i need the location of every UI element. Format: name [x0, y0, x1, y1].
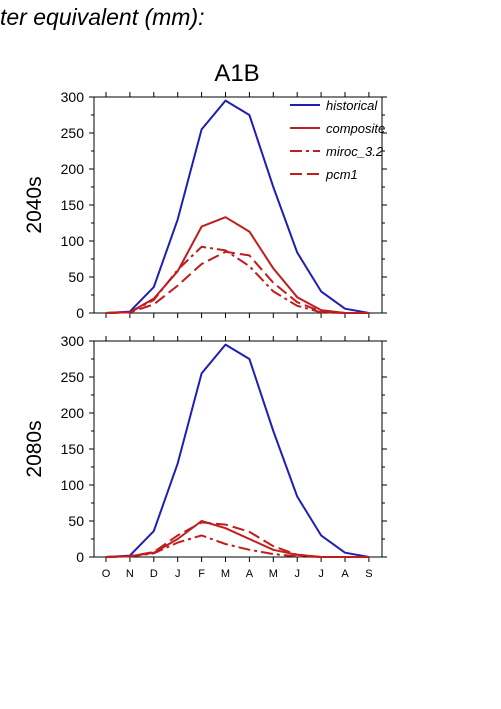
series-line-historical — [105, 343, 370, 558]
legend-label: miroc_3.2 — [326, 144, 384, 159]
series-line-pcm1 — [105, 250, 369, 314]
y-tick-label: 0 — [76, 305, 84, 321]
y-tick-label: 50 — [68, 269, 84, 285]
y-tick-label: 150 — [61, 441, 85, 457]
series-line-pcm1 — [105, 521, 369, 558]
panel-2040s: 0 50 100 150 200 250 300 2040s historical composi… — [23, 89, 387, 321]
x-tick-label: A — [341, 568, 349, 580]
y-tick-label: 200 — [61, 161, 85, 177]
panel-2080s: 0 50 100 150 200 250 300 O N D J F M A M J J A S 2080s — [23, 333, 387, 580]
y-tick-label: 300 — [61, 89, 85, 105]
legend-label: composite — [326, 121, 385, 136]
series-line-miroc-3-2 — [105, 245, 369, 314]
y-tick-label: 250 — [61, 369, 85, 385]
plot-frame — [93, 340, 383, 558]
x-tick-label: F — [198, 568, 205, 580]
y-tick-label: 200 — [61, 405, 85, 421]
x-tick-label: M — [221, 568, 230, 580]
series-line-miroc-3-2 — [105, 534, 369, 558]
y-tick-label: 300 — [61, 333, 85, 349]
x-tick-label: S — [365, 568, 372, 580]
chart-title: A1B — [214, 60, 259, 87]
y-tick-label: 150 — [61, 197, 85, 213]
x-tick-label: A — [246, 568, 254, 580]
x-tick-label: J — [318, 568, 324, 580]
x-tick-label: J — [294, 568, 300, 580]
panel-label: 2080s — [23, 420, 46, 477]
y-tick-label: 100 — [61, 477, 85, 493]
panel-label: 2040s — [23, 176, 46, 233]
x-tick-label: J — [175, 568, 181, 580]
series-line-composite — [105, 216, 369, 314]
x-tick-label: O — [102, 568, 111, 580]
y-tick-label: 50 — [68, 513, 84, 529]
y-tick-label: 100 — [61, 233, 85, 249]
x-tick-label: M — [269, 568, 278, 580]
y-tick-label: 0 — [76, 549, 84, 565]
legend: historical composite miroc_3.2 pcm1 — [290, 98, 385, 182]
series-line-historical — [105, 99, 370, 314]
header-text: ter equivalent (mm): — [0, 4, 205, 30]
x-tick-label: N — [126, 568, 134, 580]
x-tick-label: D — [150, 568, 158, 580]
legend-label: historical — [326, 98, 378, 113]
y-tick-label: 250 — [61, 125, 85, 141]
legend-label: pcm1 — [325, 167, 358, 182]
